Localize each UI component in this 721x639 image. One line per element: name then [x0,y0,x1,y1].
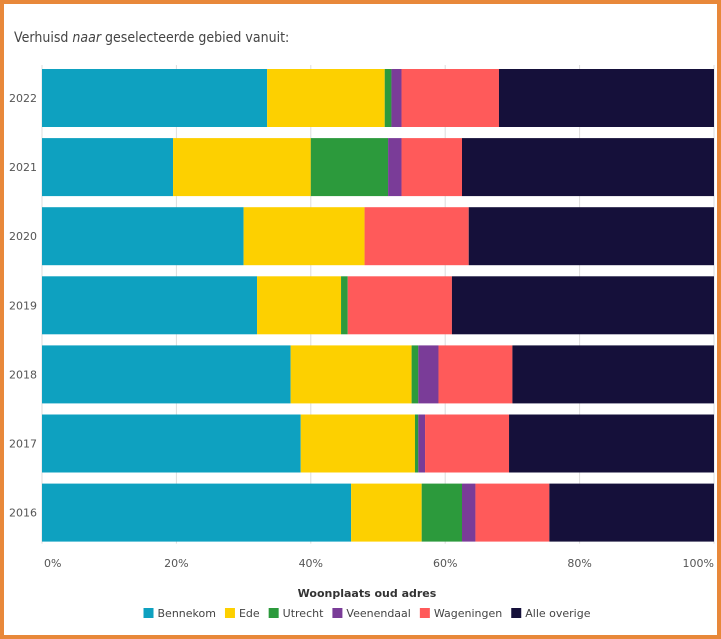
legend-label: Alle overige [525,607,590,620]
bar-segment[interactable] [42,138,174,197]
legend-swatch [511,608,522,618]
bar-segment[interactable] [42,345,291,404]
bar-segment[interactable] [42,414,301,473]
legend-swatch [143,608,154,618]
bar-segment[interactable] [512,345,714,404]
bar-segment[interactable] [300,414,415,473]
legend-label: Ede [239,607,260,620]
bar-segment[interactable] [310,138,389,197]
y-tick-label: 2016 [9,507,37,520]
bar-segment[interactable] [468,207,714,266]
x-axis-labels: 0% 20% 40% 60% 80% 100% [44,557,714,570]
x-tick-label: 80% [567,557,591,570]
bar-segment[interactable] [384,69,392,127]
bar-segment[interactable] [351,483,422,542]
bar-segment[interactable] [549,483,714,542]
legend-label: Veenendaal [346,607,410,620]
bar-segment[interactable] [42,276,258,335]
chart-title: Verhuisd naar geselecteerde gebied vanui… [14,30,289,46]
bar-segment[interactable] [347,276,452,335]
x-tick-label: 60% [433,557,457,570]
bar-segment[interactable] [421,483,462,542]
bar-segment[interactable] [42,207,244,266]
bar-segment[interactable] [425,414,510,473]
bar-segment[interactable] [462,483,476,542]
bar-segment[interactable] [401,138,462,197]
legend-title: Woonplaats oud adres [298,587,437,600]
bar-segment[interactable] [267,69,385,127]
x-tick-label: 0% [44,557,61,570]
bars [42,69,714,542]
bar-segment[interactable] [418,414,426,473]
title-part-emphasis: naar [72,30,102,46]
legend-label: Wageningen [434,607,502,620]
legend-swatch [268,608,279,618]
bar-segment[interactable] [418,345,439,404]
x-tick-label: 100% [683,557,714,570]
bar-segment[interactable] [498,69,714,127]
x-tick-label: 20% [164,557,188,570]
bar-segment[interactable] [438,345,513,404]
bar-segment[interactable] [173,138,311,197]
bar-segment[interactable] [364,207,469,266]
title-part-before: Verhuisd [14,30,73,46]
y-tick-label: 2018 [9,368,37,381]
bar-segment[interactable] [243,207,365,266]
bar-segment[interactable] [411,345,419,404]
bar-segment[interactable] [509,414,714,473]
bar-segment[interactable] [414,414,419,473]
bar-segment[interactable] [391,69,402,127]
bar-segment[interactable] [42,69,268,127]
y-tick-label: 2019 [9,299,37,312]
legend-label: Bennekom [158,607,216,620]
legend-swatch [332,608,343,618]
bar-segment[interactable] [475,483,550,542]
bar-segment[interactable] [451,276,714,335]
bar-segment[interactable] [462,138,714,197]
y-axis-labels: 2022 2021 2020 2019 2018 2017 2016 [9,92,37,520]
bar-segment[interactable] [257,276,342,335]
legend-swatch [224,608,235,618]
y-tick-label: 2021 [9,161,37,174]
bar-segment[interactable] [341,276,348,335]
y-tick-label: 2020 [9,230,37,243]
y-tick-label: 2017 [9,438,37,451]
y-tick-label: 2022 [9,92,37,105]
legend-label: Utrecht [283,607,324,620]
legend[interactable]: Woonplaats oud adres Bennekom Ede Utrecht Ve… [143,587,591,620]
bar-segment[interactable] [388,138,402,197]
x-tick-label: 40% [299,557,323,570]
bar-segment[interactable] [42,483,352,542]
title-part-after: geselecteerde gebied vanuit: [101,30,290,46]
bar-segment[interactable] [401,69,499,127]
legend-swatch [419,608,430,618]
bar-segment[interactable] [290,345,412,404]
